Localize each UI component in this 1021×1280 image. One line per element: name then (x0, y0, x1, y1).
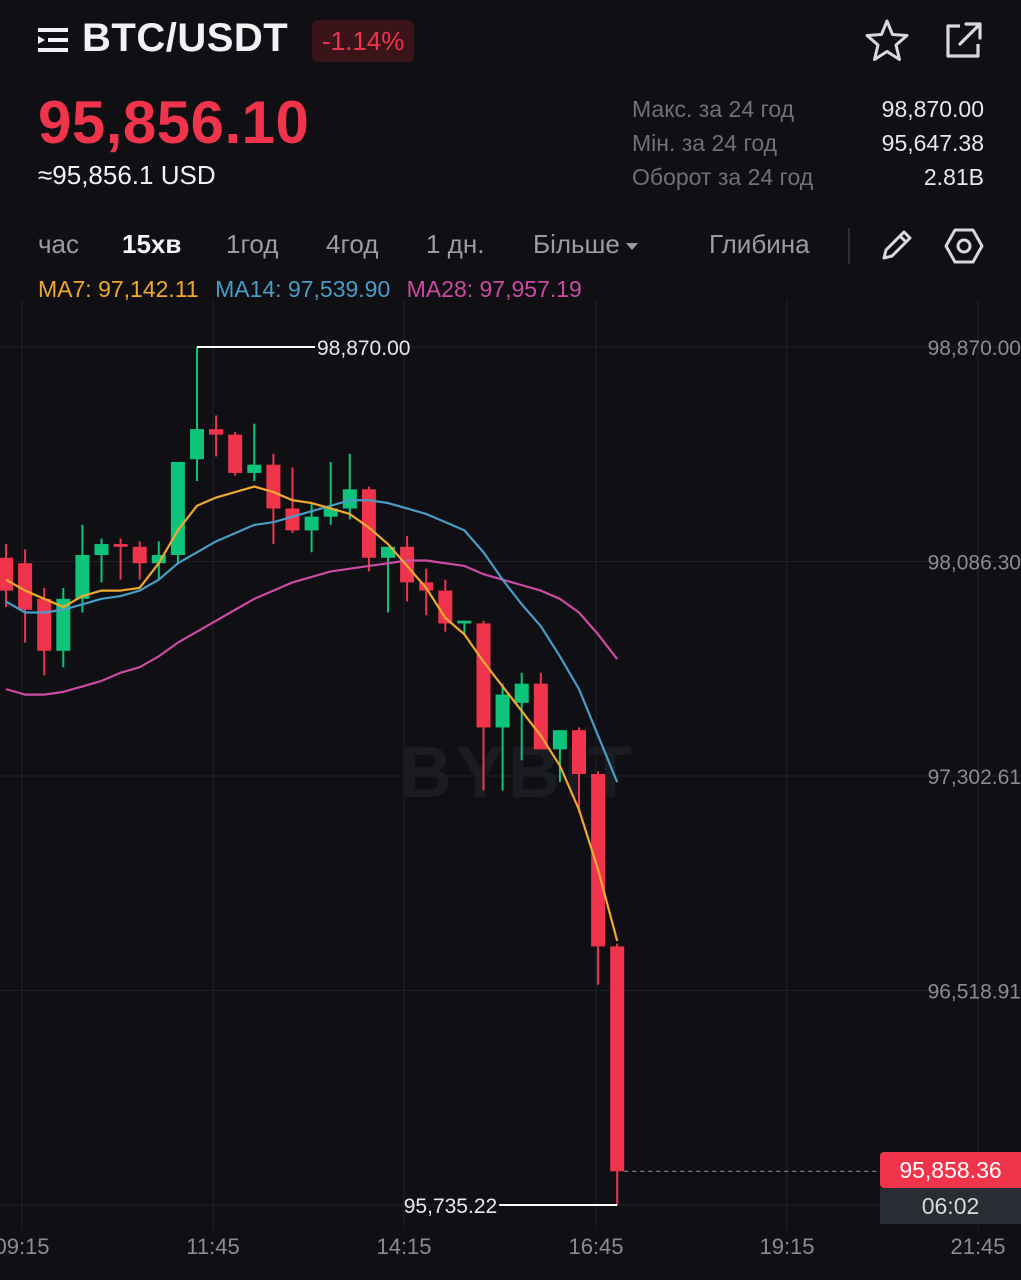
ma7-line (5, 485, 619, 942)
candle-body (94, 544, 109, 556)
share-icon[interactable] (940, 18, 986, 64)
candle-body (361, 489, 376, 558)
candle-body (132, 546, 147, 564)
stat-value: 2.81B (923, 164, 984, 190)
candle-body (552, 730, 567, 750)
tab-1h[interactable]: 1год (226, 229, 279, 259)
stat-low: Мін. за 24 год 95,647.38 (632, 126, 984, 160)
candle-body (323, 508, 338, 517)
x-tick-label: 14:15 (376, 1234, 431, 1259)
tab-15m[interactable]: 15хв (122, 229, 182, 259)
ma28-label: MA28: 97,957.19 (406, 276, 582, 302)
candle-body (342, 489, 357, 509)
pencil-icon[interactable] (878, 226, 916, 264)
candle-body (514, 683, 529, 703)
y-tick-label: 96,518.91 (928, 981, 1021, 1004)
stat-label: Мін. за 24 год (632, 130, 778, 156)
candle-body (75, 555, 90, 599)
x-tick-label: 16:45 (568, 1234, 623, 1259)
ma28-line (5, 559, 619, 696)
settings-icon[interactable] (944, 226, 984, 266)
stat-label: Макс. за 24 год (632, 96, 795, 122)
ma14-line (5, 499, 619, 783)
candle-body (209, 429, 224, 435)
star-icon[interactable] (864, 18, 910, 64)
chart-canvas[interactable]: 98,870.00 98,086.30 97,302.61 96,518.91 09:1… (0, 300, 1021, 1280)
candle-body (37, 598, 52, 651)
candle-body (56, 598, 71, 651)
candle-body (533, 683, 548, 750)
tab-depth[interactable]: Глибина (709, 229, 810, 259)
tab-time[interactable]: час (38, 229, 80, 259)
usd-price: ≈95,856.1 USD (38, 160, 216, 190)
tab-more-label: Більше (533, 229, 620, 259)
x-tick-label: 19:15 (759, 1234, 814, 1259)
candle-body (591, 773, 606, 947)
candle-body (285, 508, 300, 531)
stat-value: 98,870.00 (881, 96, 984, 122)
candle-body (190, 429, 204, 460)
current-price-tag: 95,858.36 (880, 1152, 1021, 1188)
last-price: 95,856.10 (38, 89, 310, 156)
candle-body (476, 623, 491, 728)
candle-body (170, 461, 185, 556)
candlestick-chart[interactable]: BYBIT 98,870.00 98,086.30 97,302.61 96,518.… (0, 300, 1021, 1280)
x-tick-label: 21:45 (950, 1234, 1005, 1259)
y-tick-label: 97,302.61 (928, 766, 1021, 789)
interval-tabs: час 15хв 1год 4год 1 дн. Більше Глибина (0, 222, 1021, 270)
stat-high: Макс. за 24 год 98,870.00 (632, 92, 984, 126)
tab-4h[interactable]: 4год (326, 229, 379, 259)
candle-body (438, 590, 453, 624)
candle-body (18, 563, 33, 610)
top-bar: BTC/USDT -1.14% (0, 0, 1021, 80)
x-tick-label: 11:45 (186, 1234, 239, 1259)
candle-body (113, 544, 128, 547)
x-tick-label: 09:15 (0, 1234, 50, 1259)
stat-label: Оборот за 24 год (632, 164, 814, 190)
change-badge: -1.14% (312, 20, 415, 62)
candle-body (266, 464, 281, 509)
y-tick-label: 98,870.00 (928, 337, 1021, 360)
candle-body (228, 434, 243, 473)
candle-body (247, 464, 262, 473)
menu-icon[interactable] (38, 24, 72, 56)
stat-value: 95,647.38 (881, 130, 984, 156)
candle-body (610, 946, 625, 1172)
candle-body (0, 557, 13, 591)
candle-body (381, 546, 395, 558)
candle-body (572, 730, 586, 774)
candle-body (304, 516, 319, 531)
stats-panel: Макс. за 24 год 98,870.00 Мін. за 24 год… (632, 92, 984, 194)
pair-title[interactable]: BTC/USDT (82, 16, 289, 60)
stat-turnover: Оборот за 24 год 2.81B (632, 160, 984, 194)
candle-body (151, 555, 166, 564)
ma7-label: MA7: 97,142.11 (38, 276, 199, 302)
tab-1d[interactable]: 1 дн. (426, 229, 485, 259)
y-tick-label: 98,086.30 (928, 552, 1021, 575)
low-marker-label: 95,735.22 (404, 1195, 497, 1218)
tab-more[interactable]: Більше (533, 222, 638, 266)
candle-body (495, 694, 510, 728)
countdown-tag: 06:02 (880, 1188, 1021, 1224)
ma14-label: MA14: 97,539.90 (215, 276, 391, 302)
high-marker-label: 98,870.00 (317, 337, 410, 360)
divider (848, 228, 850, 264)
ma-legend: MA7: 97,142.11 MA14: 97,539.90 MA28: 97,… (38, 276, 592, 303)
chevron-down-icon (625, 242, 638, 250)
candle-body (457, 620, 472, 624)
